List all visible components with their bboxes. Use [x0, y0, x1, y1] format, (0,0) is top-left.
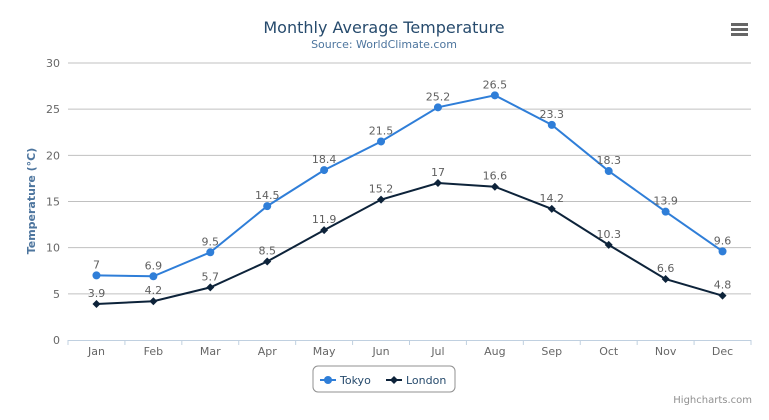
data-point[interactable] [547, 204, 556, 213]
legend-item-tokyo[interactable]: Tokyo [320, 374, 371, 387]
data-label: 4.2 [145, 284, 163, 297]
legend: Tokyo London [312, 365, 456, 393]
x-tick-label: Dec [712, 345, 733, 358]
legend-label-london: London [406, 374, 446, 387]
x-tick-label: Apr [258, 345, 278, 358]
data-label: 9.6 [714, 234, 732, 247]
data-label: 4.8 [714, 279, 732, 292]
y-axis-title: Temperature (°C) [25, 148, 38, 255]
data-label: 5.7 [202, 270, 220, 283]
x-tick-label: Jan [87, 345, 105, 358]
y-tick-label: 0 [53, 334, 60, 347]
data-point[interactable] [433, 179, 442, 188]
x-tick-label: Feb [144, 345, 163, 358]
data-point[interactable] [433, 103, 442, 112]
data-label: 13.9 [653, 195, 678, 208]
legend-item-london[interactable]: London [386, 374, 446, 387]
data-label: 18.4 [312, 153, 337, 166]
data-label: 6.9 [145, 259, 163, 272]
data-label: 8.5 [258, 245, 276, 258]
data-point[interactable] [149, 272, 158, 281]
data-point[interactable] [490, 91, 499, 100]
data-point[interactable] [263, 202, 272, 211]
hamburger-menu-icon[interactable] [731, 23, 748, 36]
data-label: 16.6 [483, 170, 508, 183]
data-point[interactable] [547, 120, 556, 129]
data-point[interactable] [263, 257, 272, 266]
data-label: 25.2 [426, 90, 451, 103]
y-tick-label: 10 [46, 242, 60, 255]
series-line [96, 182, 723, 305]
data-point[interactable] [604, 240, 613, 249]
data-point[interactable] [149, 297, 158, 306]
y-tick-label: 30 [46, 57, 60, 70]
data-point[interactable] [206, 283, 215, 292]
data-label: 14.2 [540, 192, 565, 205]
data-label: 17 [431, 166, 445, 179]
data-point[interactable] [604, 167, 613, 176]
data-point[interactable] [92, 299, 101, 308]
series-tokyo: 7 6.9 9.5 14.5 18.4 21.5 25.2 26.5 23.3 18.3 13.9 9… [92, 78, 732, 281]
data-point[interactable] [718, 291, 727, 300]
data-point[interactable] [490, 182, 499, 191]
data-point[interactable] [377, 195, 386, 204]
data-label: 23.3 [540, 108, 565, 121]
data-label: 6.6 [657, 262, 675, 275]
data-point[interactable] [92, 271, 101, 280]
x-tick-label: Jun [371, 345, 389, 358]
data-point[interactable] [206, 248, 215, 257]
y-tick-label: 20 [46, 149, 60, 162]
data-point[interactable] [661, 207, 670, 216]
data-label: 10.3 [596, 228, 621, 241]
series-london: 3.9 4.2 5.7 8.5 11.9 15.2 17 16.6 14.2 10.3 6.6 4.8 [88, 166, 732, 308]
data-label: 21.5 [369, 124, 394, 137]
data-label: 14.5 [255, 189, 280, 202]
credits-link[interactable]: Highcharts.com [673, 395, 752, 406]
data-point[interactable] [661, 275, 670, 284]
data-label: 11.9 [312, 213, 337, 226]
x-tick-label: Oct [599, 345, 619, 358]
y-tick-label: 15 [46, 196, 60, 209]
x-tick-label: Aug [484, 345, 505, 358]
x-tick-label: Jul [430, 345, 444, 358]
data-point[interactable] [320, 166, 329, 175]
data-label: 9.5 [202, 235, 220, 248]
chart-subtitle: Source: WorldClimate.com [311, 38, 457, 51]
chart-title: Monthly Average Temperature [263, 18, 504, 37]
data-point[interactable] [320, 226, 329, 235]
x-tick-label: May [313, 345, 336, 358]
y-tick-label: 25 [46, 103, 60, 116]
legend-label-tokyo: Tokyo [339, 374, 371, 387]
data-label: 3.9 [88, 287, 106, 300]
data-label: 18.3 [596, 154, 621, 167]
x-tick-label: Mar [200, 345, 221, 358]
series-line [96, 94, 724, 278]
y-tick-label: 5 [53, 288, 60, 301]
data-label: 7 [93, 258, 100, 271]
x-tick-label: Nov [655, 345, 677, 358]
data-label: 26.5 [483, 78, 508, 91]
data-point[interactable] [377, 137, 386, 146]
data-point[interactable] [718, 247, 727, 256]
data-label: 15.2 [369, 183, 394, 196]
x-tick-label: Sep [541, 345, 562, 358]
